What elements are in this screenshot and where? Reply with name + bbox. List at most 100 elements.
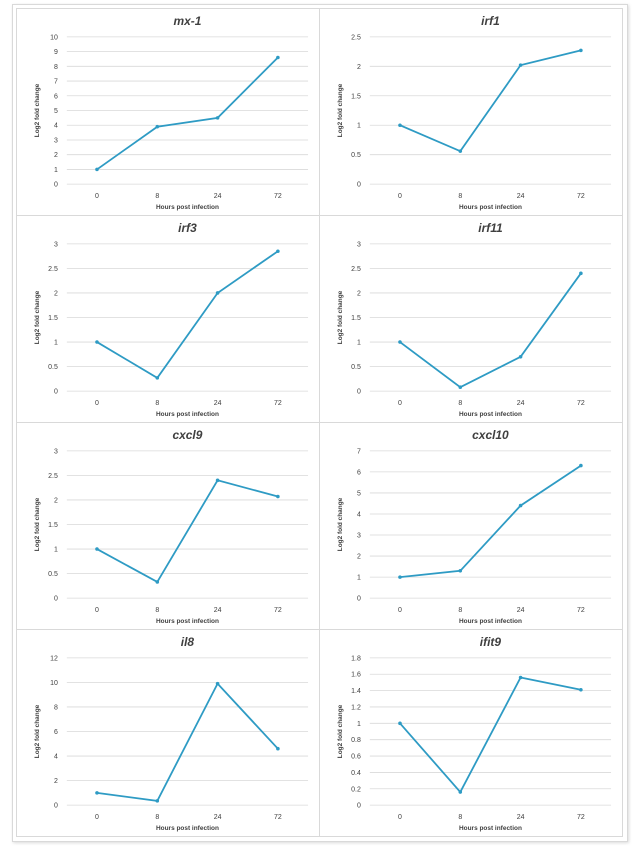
x-axis-label: Hours post infection [156, 204, 219, 211]
chart-panel-irf1: irf1 0 0.5 1 1.5 2 2.5 0 8 24 72 Hours post infecti… [319, 8, 623, 216]
data-point [458, 569, 463, 573]
y-tick-label: 1 [54, 167, 58, 174]
y-tick-label: 2 [54, 497, 58, 504]
x-axis-label: Hours post infection [459, 411, 522, 418]
y-tick-label: 0.6 [351, 754, 361, 761]
y-axis-label: Log2 fold change [337, 497, 344, 551]
x-tick-label: 24 [517, 400, 525, 407]
y-tick-label: 0 [357, 596, 361, 603]
data-point [95, 167, 99, 172]
x-tick-label: 72 [577, 814, 585, 821]
x-tick-label: 8 [155, 193, 159, 200]
chart-svg: irf1 0 0.5 1 1.5 2 2.5 0 8 24 72 Hours post infecti… [337, 14, 612, 211]
y-tick-label: 4 [54, 123, 58, 130]
y-tick-label: 6 [357, 469, 361, 476]
chart-panel-cxcl9: cxcl9 0 0.5 1 1.5 2 2.5 3 0 8 24 72 Hours post infec… [16, 422, 320, 630]
x-tick-label: 72 [577, 607, 585, 614]
y-tick-label: 2.5 [351, 266, 361, 273]
y-tick-label: 1.5 [351, 315, 361, 322]
y-tick-label: 0 [357, 389, 361, 396]
y-tick-label: 2 [357, 290, 361, 297]
y-tick-label: 6 [54, 93, 58, 100]
x-tick-label: 8 [458, 607, 462, 614]
y-tick-label: 7 [54, 79, 58, 86]
y-tick-label: 1.4 [351, 688, 361, 695]
y-tick-label: 1.6 [351, 672, 361, 679]
y-tick-label: 1 [357, 340, 361, 347]
data-point [276, 249, 280, 254]
data-point [276, 746, 280, 751]
series-line [96, 479, 279, 584]
y-tick-label: 0.4 [351, 770, 361, 777]
y-tick-label: 3 [357, 241, 361, 248]
x-tick-label: 72 [274, 193, 282, 200]
y-tick-label: 10 [50, 680, 58, 687]
series-line [399, 464, 582, 578]
chart-title: irf3 [178, 221, 197, 235]
data-point [518, 503, 523, 508]
chart-svg: ifit9 0 0.2 0.4 0.6 0.8 1 1.2 1.4 1.6 1.8 0 8 24 72 Hou… [337, 635, 612, 832]
y-tick-label: 2.5 [48, 473, 58, 480]
y-tick-label: 2 [357, 554, 361, 561]
x-tick-label: 0 [398, 814, 402, 821]
chart-grid: mx-1 0 1 2 3 4 5 6 7 8 9 10 0 8 24 72 Hours post infecti… [16, 8, 623, 837]
data-point [398, 721, 402, 726]
y-tick-label: 12 [50, 655, 58, 662]
x-tick-label: 8 [155, 814, 159, 821]
y-tick-label: 0.2 [351, 786, 361, 793]
data-point [579, 463, 583, 468]
y-tick-label: 1.5 [351, 93, 361, 100]
y-tick-label: 8 [54, 64, 58, 71]
chart-svg: cxcl9 0 0.5 1 1.5 2 2.5 3 0 8 24 72 Hours post infec… [34, 428, 309, 625]
x-tick-label: 8 [458, 193, 462, 200]
series-line [96, 56, 279, 171]
data-point [95, 340, 99, 344]
x-axis-label: Hours post infection [156, 411, 219, 418]
data-point [276, 55, 280, 60]
chart-svg: mx-1 0 1 2 3 4 5 6 7 8 9 10 0 8 24 72 Hours post infecti… [34, 14, 309, 211]
chart-panel-cxcl10: cxcl10 0 1 2 3 4 5 6 7 0 8 24 72 Hours post infection… [319, 422, 623, 630]
x-tick-label: 24 [517, 193, 525, 200]
y-tick-label: 1.8 [351, 655, 361, 662]
x-tick-label: 8 [155, 400, 159, 407]
data-point [155, 124, 160, 129]
x-tick-label: 0 [95, 193, 99, 200]
data-point [579, 687, 583, 692]
x-tick-label: 0 [95, 607, 99, 614]
y-axis-label: Log2 fold change [337, 290, 344, 344]
x-tick-label: 72 [274, 607, 282, 614]
y-tick-label: 3 [54, 448, 58, 455]
chart-title: mx-1 [173, 14, 201, 28]
data-point [518, 675, 523, 680]
data-point [155, 799, 160, 803]
x-axis-label: Hours post infection [156, 618, 219, 625]
data-point [155, 580, 160, 584]
y-tick-label: 0.8 [351, 737, 361, 744]
x-tick-label: 72 [577, 400, 585, 407]
y-tick-label: 10 [50, 34, 58, 41]
x-tick-label: 24 [517, 607, 525, 614]
data-point [276, 494, 280, 499]
y-tick-label: 8 [54, 704, 58, 711]
x-tick-label: 24 [214, 193, 222, 200]
chart-panel-il8: il8 0 2 4 6 8 10 12 0 8 24 72 Hours post infection Lo… [16, 629, 320, 837]
y-tick-label: 0 [54, 596, 58, 603]
y-tick-label: 3 [54, 137, 58, 144]
x-tick-label: 0 [95, 814, 99, 821]
x-tick-label: 0 [398, 400, 402, 407]
chart-title: cxcl10 [472, 428, 509, 442]
x-tick-label: 0 [398, 607, 402, 614]
x-axis-label: Hours post infection [459, 618, 522, 625]
x-tick-label: 72 [274, 814, 282, 821]
y-axis-label: Log2 fold change [34, 290, 41, 344]
x-tick-label: 8 [458, 400, 462, 407]
y-axis-label: Log2 fold change [337, 704, 344, 758]
y-tick-label: 0.5 [351, 364, 361, 371]
y-tick-label: 1 [54, 547, 58, 554]
y-tick-label: 0 [357, 803, 361, 810]
chart-title: irf1 [481, 14, 500, 28]
data-point [215, 681, 220, 686]
y-tick-label: 1 [54, 340, 58, 347]
x-tick-label: 8 [155, 607, 159, 614]
